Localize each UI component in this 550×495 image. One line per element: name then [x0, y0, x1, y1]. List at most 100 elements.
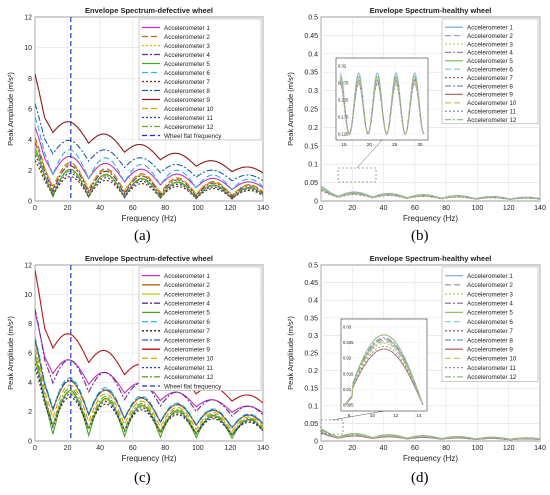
y-tick-label: 8 — [28, 76, 32, 83]
series-line — [35, 127, 263, 191]
y-tick-label: 0.45 — [304, 33, 318, 40]
legend-label: Accelerometer 2 — [467, 33, 513, 40]
x-tick-label: 120 — [225, 445, 237, 452]
legend-label: Accelerometer 8 — [164, 88, 210, 95]
legend-label: Accelerometer 7 — [164, 79, 210, 86]
caption-c: (c) — [134, 470, 151, 486]
legend-label: Accelerometer 1 — [467, 25, 513, 32]
legend-box — [441, 266, 539, 382]
inset-series-line — [344, 341, 424, 406]
legend-label: Accelerometer 4 — [164, 52, 210, 59]
inset-series-group — [344, 334, 424, 406]
inset-x-tick: 14 — [416, 413, 422, 418]
y-axis-label: Peak Amplitude (m/s²) — [286, 316, 295, 390]
legend-label: Accelerometer 11 — [164, 365, 213, 372]
legend-label: Accelerometer 2 — [164, 34, 210, 41]
legend-label: Accelerometer 7 — [467, 328, 513, 335]
legend-label: Accelerometer 10 — [164, 356, 214, 363]
chart-panel-d: 0 20 40 60 80 100 120 140 0 0.05 0.1 0.15 0.2 0.25 0.3… — [286, 254, 546, 463]
y-tick-label: 0.05 — [304, 180, 318, 187]
series-group — [35, 73, 263, 200]
y-tick-label: 12 — [24, 263, 32, 270]
legend-label: Accelerometer 11 — [467, 109, 516, 116]
y-tick-label: 6 — [28, 107, 32, 114]
legend-label: Accelerometer 5 — [467, 58, 513, 65]
y-tick-label: 4 — [28, 380, 32, 387]
legend-label: Accelerometer 12 — [164, 124, 214, 131]
legend-label: Accelerometer 9 — [467, 347, 513, 354]
y-tick-label: 0.45 — [304, 280, 318, 287]
series-group — [321, 428, 540, 441]
inset-x-tick: 20 — [367, 142, 373, 147]
x-tick-label: 0 — [319, 205, 323, 212]
x-tick-label: 40 — [380, 205, 388, 212]
y-axis-label: Peak Amplitude (m/s²) — [286, 72, 295, 146]
x-tick-label: 60 — [129, 205, 137, 212]
series-line — [35, 73, 263, 174]
x-tick-label: 80 — [442, 205, 450, 212]
x-axis-label: Frequency (Hz) — [403, 454, 458, 463]
y-tick-label: 4 — [28, 137, 32, 144]
legend-label: Accelerometer 10 — [467, 100, 517, 107]
inset-y-tick: 0.015 — [343, 371, 354, 376]
y-axis-label: Peak Amplitude (m/s²) — [6, 72, 15, 146]
y-tick-label: 0.4 — [308, 298, 318, 305]
inset-y-tick: 0.275 — [338, 81, 349, 86]
series-line — [35, 363, 263, 436]
y-tick-label: 0.35 — [304, 70, 318, 77]
x-tick-label: 80 — [161, 205, 169, 212]
legend-label: Accelerometer 5 — [467, 310, 513, 317]
x-tick-label: 60 — [411, 205, 419, 212]
series-line — [321, 188, 540, 200]
caption-b: (b) — [411, 228, 429, 244]
y-tick-label: 0.15 — [304, 143, 318, 150]
inset-y-tick: 0.02 — [343, 356, 352, 361]
inset-x-tick: 12 — [393, 413, 399, 418]
legend-label: Accelerometer 9 — [164, 97, 210, 104]
inset-y-tick: 0.005 — [343, 403, 354, 408]
x-tick-label: 60 — [411, 445, 419, 452]
legend-label: Accelerometer 8 — [467, 83, 513, 90]
legend-label: Accelerometer 6 — [467, 319, 513, 326]
chart-title: Envelope Spectrum-healthy wheel — [370, 254, 492, 263]
legend-label: Accelerometer 4 — [164, 301, 210, 308]
y-tick-label: 0.1 — [308, 403, 318, 410]
x-axis-label: Frequency (Hz) — [403, 214, 458, 223]
x-tick-label: 0 — [33, 205, 37, 212]
x-tick-label: 80 — [161, 445, 169, 452]
series-line — [35, 348, 263, 433]
y-tick-label: 0 — [28, 199, 32, 206]
chart-panel-a: 0 20 40 60 80 100 120 140 0 2 4 6 8 10 12 Envelope Spec… — [6, 6, 269, 223]
legend-label: Accelerometer 5 — [164, 310, 210, 317]
zoom-region-box — [320, 419, 344, 435]
inset-y-tick: 0.175 — [338, 115, 349, 120]
series-line — [35, 340, 263, 429]
x-tick-label: 0 — [33, 445, 37, 452]
series-line — [35, 151, 263, 200]
y-tick-label: 0.2 — [308, 368, 318, 375]
series-group — [321, 185, 540, 200]
y-tick-label: 0.5 — [308, 263, 318, 270]
legend-label: Accelerometer 3 — [467, 41, 513, 48]
y-tick-label: 12 — [24, 15, 32, 22]
legend-label: Accelerometer 12 — [467, 374, 517, 381]
series-line — [35, 154, 263, 200]
legend-label: Accelerometer 6 — [164, 319, 210, 326]
x-axis-label: Frequency (Hz) — [121, 214, 176, 223]
legend-label: Accelerometer 2 — [467, 282, 513, 289]
legend: Accelerometer 1 Accelerometer 2 Accelerome… — [138, 266, 262, 391]
inset-y-tick: 0.32 — [338, 64, 347, 69]
legend-label: Accelerometer 6 — [467, 67, 513, 74]
x-tick-label: 100 — [192, 205, 204, 212]
legend-label: Accelerometer 10 — [467, 356, 517, 363]
x-tick-label: 100 — [192, 445, 204, 452]
x-tick-label: 80 — [442, 445, 450, 452]
y-tick-label: 0.25 — [304, 107, 318, 114]
inset-plot-area — [340, 318, 428, 412]
x-tick-label: 140 — [257, 205, 269, 212]
x-tick-label: 0 — [319, 445, 323, 452]
inset-x-tick: 10 — [370, 413, 376, 418]
legend-label: Accelerometer 3 — [164, 43, 210, 50]
legend-label: Accelerometer 3 — [467, 291, 513, 298]
